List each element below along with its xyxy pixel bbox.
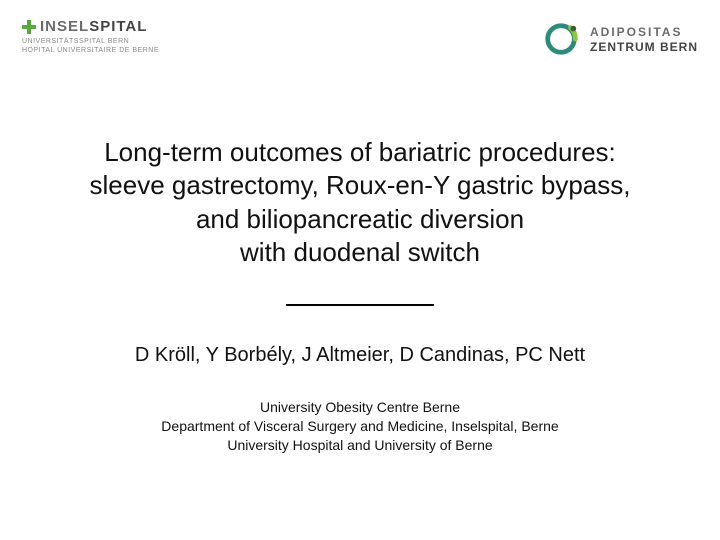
affiliation-line3: University Hospital and University of Be…	[0, 436, 720, 455]
affiliation: University Obesity Centre Berne Departme…	[0, 398, 720, 455]
title-line1: Long-term outcomes of bariatric procedur…	[18, 136, 702, 169]
adipositas-logo: ADIPOSITAS ZENTRUM BERN	[542, 20, 698, 58]
inselspital-subtitle: UNIVERSITÄTSSPITAL BERN HOPITAL UNIVERSI…	[22, 38, 159, 56]
inselspital-name: INSELSPITAL	[40, 18, 147, 35]
adipositas-text: ADIPOSITAS ZENTRUM BERN	[590, 25, 698, 54]
title-line4: with duodenal switch	[18, 236, 702, 269]
title-line3: and biliopancreatic diversion	[18, 203, 702, 236]
adipositas-ring-icon	[542, 20, 580, 58]
inselspital-subtitle-line1: UNIVERSITÄTSSPITAL BERN	[22, 38, 159, 47]
authors-line: D Kröll, Y Borbély, J Altmeier, D Candin…	[0, 344, 720, 367]
inselspital-subtitle-line2: HOPITAL UNIVERSITAIRE DE BERNE	[22, 47, 159, 56]
inselspital-name-part2: SPITAL	[89, 18, 147, 35]
header: INSELSPITAL UNIVERSITÄTSSPITAL BERN HOPI…	[0, 18, 720, 78]
slide-title: Long-term outcomes of bariatric procedur…	[0, 136, 720, 269]
inselspital-name-part1: INSEL	[40, 18, 89, 35]
affiliation-line2: Department of Visceral Surgery and Medic…	[0, 417, 720, 436]
inselspital-logo: INSELSPITAL UNIVERSITÄTSSPITAL BERN HOPI…	[22, 18, 159, 56]
affiliation-line1: University Obesity Centre Berne	[0, 398, 720, 417]
slide: INSELSPITAL UNIVERSITÄTSSPITAL BERN HOPI…	[0, 0, 720, 540]
horizontal-rule	[286, 304, 434, 306]
plus-cross-icon	[22, 20, 36, 34]
title-line2: sleeve gastrectomy, Roux-en-Y gastric by…	[18, 169, 702, 202]
adipositas-line1: ADIPOSITAS	[590, 25, 698, 39]
adipositas-line2: ZENTRUM BERN	[590, 40, 698, 54]
inselspital-wordmark: INSELSPITAL	[22, 18, 159, 35]
